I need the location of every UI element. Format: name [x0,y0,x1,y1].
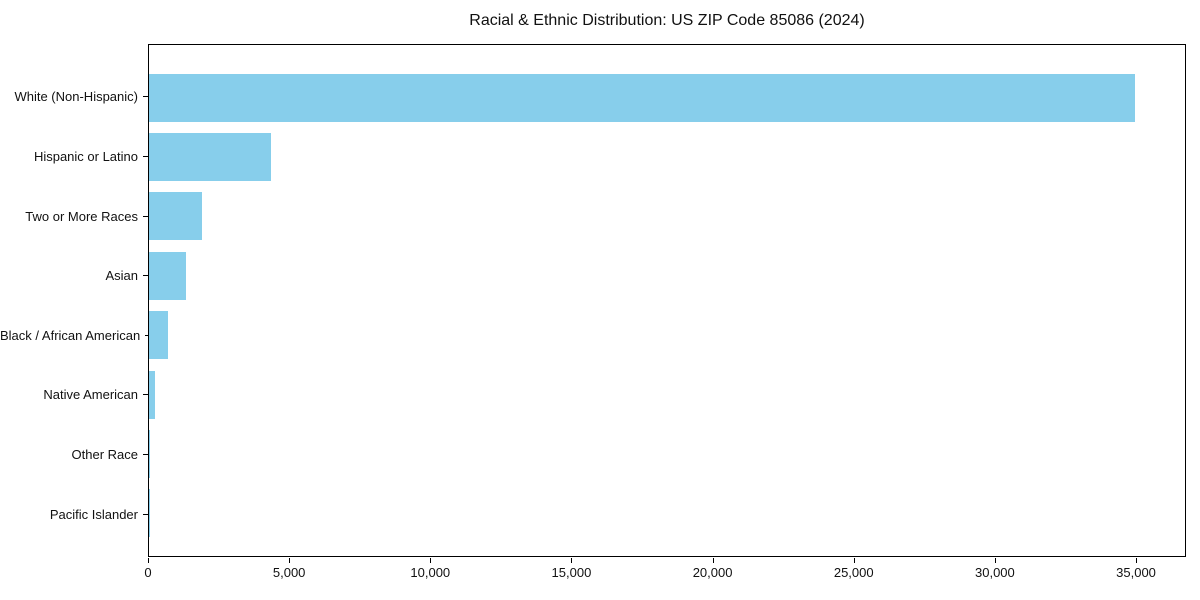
x-tick-label: 10,000 [410,565,451,580]
plot-area [148,44,1186,557]
x-tick-label: 35,000 [1116,565,1156,580]
y-label-row: Black / African American [0,306,148,366]
bar [149,429,151,478]
y-tick-label: Other Race [71,447,138,463]
x-tick-label: 5,000 [272,565,306,580]
bar-row [149,127,1185,186]
y-tick-mark [143,394,148,396]
y-tick-label: Black / African American [0,327,141,343]
x-tick-label: 25,000 [833,565,874,580]
bar-row [149,484,1185,543]
bar [149,311,168,360]
y-label-row: Two or More Races [0,186,148,246]
x-tick-label: 30,000 [974,565,1015,580]
y-tick-mark [143,454,148,456]
x-tick-mark [289,558,291,563]
y-label-row: Pacific Islander [0,484,148,544]
x-tick-mark [571,558,573,563]
y-tick-label: White (Non-Hispanic) [14,89,138,105]
y-axis-labels: White (Non-Hispanic) Hispanic or Latino Tw… [0,44,148,557]
x-tick-label: 0 [144,565,152,580]
bar-row [149,365,1185,424]
bar-row [149,424,1185,483]
y-tick-label: Pacific Islander [49,506,138,522]
bar [149,133,272,182]
y-tick-mark [143,96,148,98]
x-tick-mark [994,558,996,563]
bar-row [149,306,1185,365]
x-tick-mark [1136,558,1138,563]
y-label-row: White (Non-Hispanic) [0,67,148,127]
y-tick-label: Native American [43,387,138,403]
x-tick-mark [148,558,149,563]
y-tick-label: Hispanic or Latino [33,148,138,164]
y-label-row: Asian [0,246,148,306]
y-tick-mark [145,334,148,336]
y-tick-mark [143,155,148,157]
bar-row [149,246,1185,305]
y-label-row: Hispanic or Latino [0,127,148,187]
x-tick-label: 15,000 [551,565,592,580]
bar-series [149,45,1185,556]
y-tick-label: Asian [105,268,138,284]
bar [149,73,1136,122]
chart-title: Racial & Ethnic Distribution: US ZIP Cod… [469,12,865,29]
y-label-row: Other Race [0,425,148,485]
x-tick-mark [853,558,855,563]
bar [149,370,155,419]
y-label-row: Native American [0,365,148,425]
y-tick-mark [143,513,148,515]
y-tick-label: Two or More Races [25,208,138,224]
x-tick-mark [712,558,714,563]
bar-row [149,68,1185,127]
y-tick-mark [143,275,148,277]
y-tick-mark [143,215,148,217]
bar [149,251,187,300]
bar-row [149,187,1185,246]
bar [149,192,203,241]
x-tick-mark [430,558,432,563]
x-tick-label: 20,000 [692,565,733,580]
